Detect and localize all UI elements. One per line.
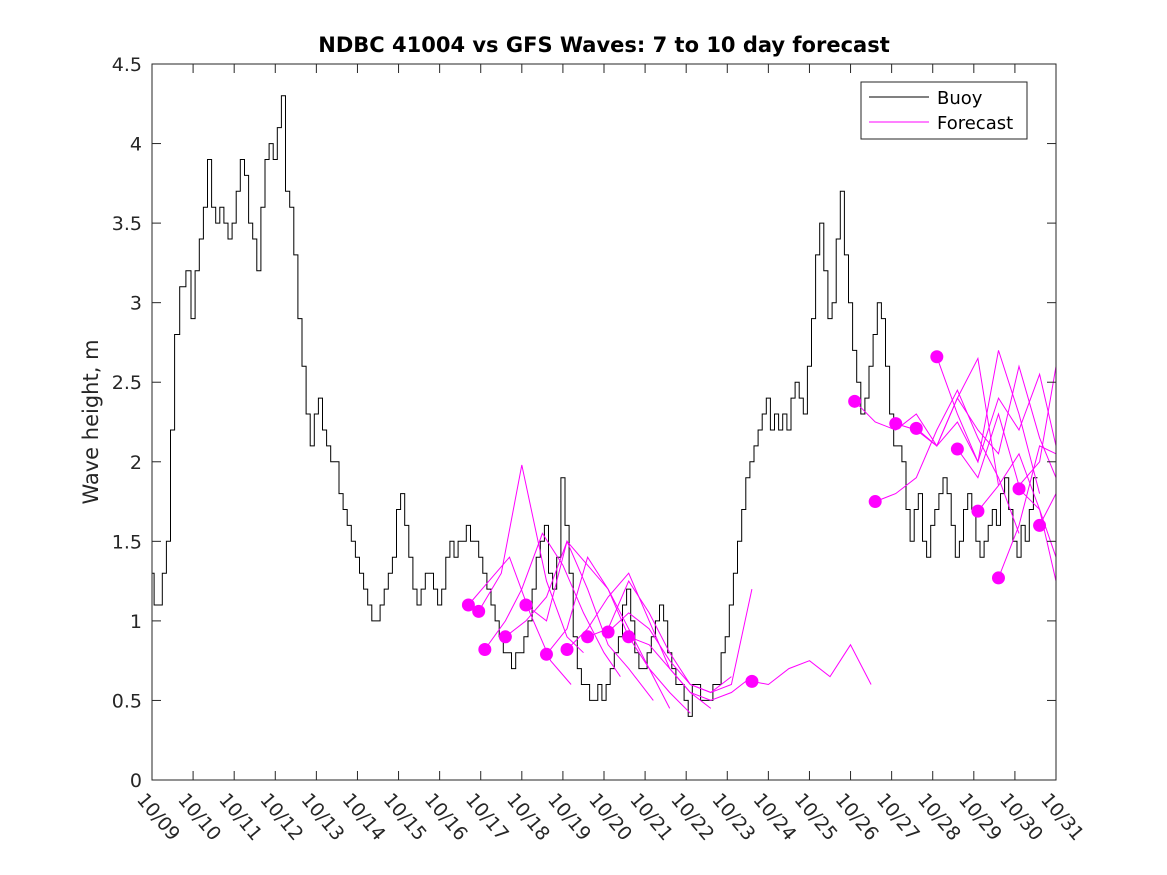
y-tick-label: 4.5	[112, 54, 142, 76]
y-tick-label: 4	[130, 134, 142, 156]
forecast-series-line	[546, 556, 691, 714]
forecast-start-point	[581, 630, 595, 644]
buoy-series-line	[152, 95, 1038, 717]
y-tick-label: 1	[130, 611, 142, 633]
forecast-start-point	[472, 604, 486, 618]
forecast-start-point	[622, 630, 636, 644]
x-tick-label: 10/11	[214, 789, 266, 845]
x-tick-label: 10/20	[584, 789, 636, 845]
x-tick-label: 10/27	[872, 789, 924, 845]
forecast-layer	[461, 350, 1057, 714]
forecast-start-point	[909, 421, 923, 435]
forecast-start-point	[971, 504, 985, 518]
forecast-start-point	[868, 495, 882, 509]
forecast-start-point	[519, 598, 533, 612]
x-tick-label: 10/17	[461, 789, 513, 845]
x-tick-label: 10/25	[790, 789, 842, 845]
forecast-start-point	[1012, 482, 1026, 496]
legend-box	[860, 81, 1028, 140]
x-tick-label: 10/30	[995, 789, 1047, 845]
forecast-start-point	[1033, 518, 1047, 532]
y-tick-label: 1.5	[112, 531, 142, 553]
y-tick-label: 2	[130, 452, 142, 474]
forecast-series-line	[751, 643, 872, 686]
forecast-start-point	[950, 442, 964, 456]
forecast-start-point	[848, 394, 862, 408]
forecast-series-line	[854, 356, 999, 486]
forecast-start-point	[461, 598, 475, 612]
x-tick-label: 10/10	[173, 789, 225, 845]
y-tick-label: 3	[130, 293, 142, 315]
forecast-start-point	[601, 625, 615, 639]
forecast-series-line	[1018, 488, 1057, 582]
legend-forecast-label: Forecast	[937, 113, 1013, 134]
x-tick-label: 10/28	[913, 789, 965, 845]
forecast-series-line	[484, 532, 621, 677]
x-tick-label: 10/26	[831, 789, 883, 845]
forecast-series-line	[998, 445, 1057, 579]
forecast-series-line	[505, 539, 654, 701]
x-tick-label: 10/18	[502, 789, 554, 845]
forecast-series-line	[628, 636, 753, 701]
y-tick-label: 2.5	[112, 372, 142, 394]
forecast-start-point	[478, 643, 492, 657]
y-tick-label: 3.5	[112, 213, 142, 235]
forecast-start-point	[498, 630, 512, 644]
x-tick-label: 10/12	[255, 789, 307, 845]
forecast-series-line	[936, 356, 1057, 464]
x-tick-label: 10/13	[297, 789, 349, 845]
forecast-series-line	[956, 366, 1057, 487]
x-tick-label: 10/19	[543, 789, 595, 845]
forecast-series-line	[478, 464, 584, 654]
forecast-series-line	[875, 389, 1020, 534]
forecast-start-point	[745, 674, 759, 688]
buoy-layer	[152, 95, 1038, 717]
y-tick-label: 0.5	[112, 690, 142, 712]
x-tick-label: 10/31	[1036, 789, 1088, 845]
legend-buoy-label: Buoy	[937, 88, 983, 109]
x-tick-label: 10/23	[707, 789, 759, 845]
legend: Buoy Forecast	[860, 81, 1028, 140]
forecast-series-line	[607, 588, 753, 694]
x-tick-label: 10/16	[420, 789, 472, 845]
x-tick-label: 10/21	[625, 789, 677, 845]
x-tick-label: 10/22	[666, 789, 718, 845]
x-tick-label: 10/15	[379, 789, 431, 845]
forecast-series-line	[525, 540, 671, 709]
forecast-start-point	[991, 571, 1005, 585]
forecast-start-point	[539, 647, 553, 661]
plot-area	[152, 64, 1056, 780]
forecast-series-line	[915, 364, 1057, 478]
y-tick-label: 0	[130, 770, 142, 792]
x-tick-label: 10/14	[338, 789, 390, 845]
chart-title: NDBC 41004 vs GFS Waves: 7 to 10 day for…	[318, 33, 889, 57]
x-tick-label: 10/29	[954, 789, 1006, 845]
x-tick-label: 10/24	[749, 789, 801, 845]
forecast-start-point	[930, 350, 944, 364]
x-tick-label: 10/09	[132, 789, 184, 845]
forecast-series-line	[468, 556, 572, 685]
forecast-start-point	[889, 417, 903, 431]
forecast-start-point	[560, 643, 574, 657]
y-axis-label: Wave height, m	[79, 339, 103, 504]
